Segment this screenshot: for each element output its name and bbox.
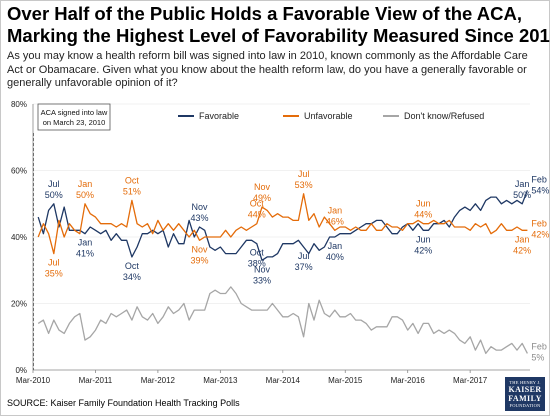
x-tick-label: Mar-2014 — [266, 376, 301, 385]
data-label-value: 41% — [76, 249, 94, 259]
data-label-month: Jul — [48, 258, 60, 268]
data-label-value: 38% — [248, 259, 266, 269]
data-label-month: Jun — [416, 234, 431, 244]
data-label-value: 43% — [191, 213, 209, 223]
x-tick-label: Mar-2010 — [16, 376, 51, 385]
x-tick-label: Mar-2012 — [141, 376, 176, 385]
data-label-value: 50% — [76, 190, 94, 200]
data-label-month: Nov — [254, 264, 271, 274]
page-title: Over Half of the Public Holds a Favorabl… — [7, 3, 550, 47]
legend-label: Don't know/Refused — [404, 111, 484, 121]
data-label-value: 35% — [45, 269, 63, 279]
data-label-value: 44% — [414, 210, 432, 220]
data-label-month: Jan — [328, 241, 343, 251]
data-label-month: Feb — [531, 218, 547, 228]
logo-line-3: FOUNDATION — [509, 403, 541, 408]
axes: 0% 20% 40% 60% 80% Mar-2010 Mar-2011 Mar-2012 Ma… — [11, 100, 530, 385]
x-tick-label: Mar-2015 — [328, 376, 363, 385]
data-label-month: Jul — [298, 169, 310, 179]
data-label-month: Jan — [78, 238, 93, 248]
data-labels: Jul50%Jul35%Jan50%Jan41%Oct51%Oct34%Nov4… — [45, 169, 550, 363]
data-label-month: Feb — [531, 174, 547, 184]
x-tick-label: Mar-2013 — [203, 376, 238, 385]
y-tick-label: 80% — [11, 100, 27, 109]
data-label-value: 51% — [123, 186, 141, 196]
data-label-value: 53% — [295, 180, 313, 190]
data-label-value: 5% — [531, 352, 544, 362]
data-label-month: Oct — [250, 199, 265, 209]
data-label-value: 33% — [253, 275, 271, 285]
x-tick-label: Mar-2017 — [453, 376, 488, 385]
data-label-value: 44% — [248, 210, 266, 220]
x-tick-label: Mar-2016 — [391, 376, 426, 385]
logo-line-1: THE HENRY J. — [509, 380, 541, 385]
data-label-value: 42% — [531, 229, 549, 239]
title-line-1: Over Half of the Public Holds a Favorabl… — [7, 3, 523, 24]
title-line-2: Marking the Highest Level of Favorabilit… — [7, 25, 550, 46]
legend: Favorable Unfavorable Don't know/Refused — [178, 111, 484, 121]
legend-label: Unfavorable — [304, 111, 353, 121]
data-label-value: 46% — [326, 216, 344, 226]
data-label-value: 50% — [513, 190, 531, 200]
data-label-value: 50% — [45, 190, 63, 200]
data-label-value: 42% — [414, 245, 432, 255]
data-label-month: Oct — [250, 248, 265, 258]
x-tick-label: Mar-2011 — [79, 376, 113, 385]
series-line — [37, 286, 528, 355]
y-tick-label: 0% — [15, 366, 27, 375]
data-label-month: Nov — [192, 202, 209, 212]
data-label-value: 40% — [326, 252, 344, 262]
data-label-month: Jan — [515, 179, 530, 189]
data-label-value: 39% — [191, 255, 209, 265]
data-label-month: Jan — [78, 179, 93, 189]
y-tick-label: 20% — [11, 300, 27, 309]
series-lines — [37, 190, 529, 355]
data-label-value: 37% — [295, 262, 313, 272]
kff-logo: THE HENRY J. KAISER FAMILY FOUNDATION — [505, 377, 545, 411]
data-label-value: 42% — [513, 245, 531, 255]
source-note: SOURCE: Kaiser Family Foundation Health … — [7, 398, 240, 408]
y-tick-label: 60% — [11, 167, 27, 176]
event-text: ACA signed into law — [41, 108, 108, 117]
event-box — [37, 103, 111, 131]
event-text: on March 23, 2010 — [43, 118, 106, 127]
data-label-value: 34% — [123, 272, 141, 282]
y-tick-label: 40% — [11, 233, 27, 242]
data-label-month: Feb — [531, 341, 547, 351]
data-label-month: Jan — [328, 205, 343, 215]
logo-line-2b: FAMILY — [508, 394, 542, 403]
data-label-month: Jun — [416, 199, 431, 209]
data-label-month: Jan — [515, 234, 530, 244]
data-label-month: Jul — [298, 251, 310, 261]
logo-line-2a: KAISER — [508, 385, 542, 394]
data-label-value: 54% — [531, 185, 549, 195]
data-label-month: Jul — [48, 179, 60, 189]
data-label-month: Oct — [125, 261, 140, 271]
survey-question: As you may know a health reform bill was… — [7, 50, 528, 89]
legend-label: Favorable — [199, 111, 239, 121]
data-label-month: Nov — [254, 182, 271, 192]
series-line — [37, 193, 528, 255]
data-label-value: 49% — [253, 193, 271, 203]
data-label-month: Oct — [125, 175, 140, 185]
data-label-month: Nov — [192, 244, 209, 254]
